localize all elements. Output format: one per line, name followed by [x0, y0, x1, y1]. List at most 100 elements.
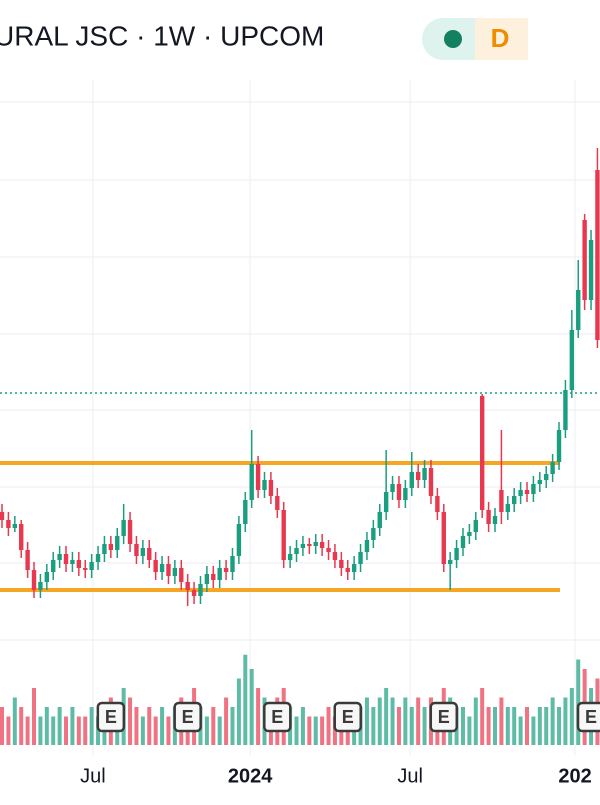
earnings-marker[interactable]: E [263, 701, 292, 733]
candle-body [415, 472, 421, 480]
candle-body [435, 496, 440, 512]
candle-body [307, 544, 312, 546]
volume-bar [531, 716, 536, 745]
chart-title: URAL JSC · 1W · UPCOM [0, 20, 324, 51]
earnings-marker[interactable]: E [429, 701, 459, 733]
earnings-label: E [342, 707, 354, 727]
candle-body [595, 170, 600, 340]
candle-body [441, 512, 446, 564]
status-dot [444, 30, 462, 48]
candle-body [217, 568, 222, 580]
volume-bar [256, 688, 261, 745]
candle-body [447, 560, 453, 564]
candle-body [153, 560, 158, 572]
earnings-box [173, 701, 202, 733]
volume-bar [134, 707, 139, 745]
candle-body [582, 220, 587, 300]
x-tick-label: Jul [397, 765, 423, 787]
candle-body [550, 462, 555, 474]
volume-bar [300, 707, 305, 745]
volume-bar [525, 707, 530, 745]
candle-body [544, 474, 549, 480]
volume-bar [505, 707, 510, 745]
volume-bar [12, 697, 17, 745]
candle-body [115, 536, 120, 550]
volume-bar [313, 716, 318, 745]
volume-bar [460, 707, 465, 745]
candle-body [409, 472, 414, 488]
candle-body [268, 480, 274, 496]
candle-body [172, 568, 178, 576]
candle-body [422, 468, 427, 480]
candle-body [319, 542, 325, 548]
candle-body [76, 560, 82, 568]
volume-bar [166, 716, 171, 745]
volume-bar [32, 688, 37, 745]
volume-bar [153, 716, 158, 745]
candle-body [19, 524, 24, 550]
volume-bar [550, 697, 555, 745]
candle-body [204, 574, 210, 584]
candle-body [57, 554, 62, 560]
volume-bar [518, 716, 523, 745]
candle-body [576, 290, 581, 330]
earnings-label: E [271, 707, 283, 727]
volume-bar [57, 707, 62, 745]
candle-body [467, 532, 472, 536]
candle-body [505, 504, 511, 512]
candle-body [25, 550, 30, 570]
volume-bar [563, 697, 568, 745]
volume-bar [557, 707, 562, 745]
candle-body [518, 490, 523, 496]
volume-bar [76, 716, 81, 745]
volume-bar [38, 716, 43, 745]
candle-body [12, 524, 18, 528]
earnings-marker[interactable]: E [96, 701, 126, 733]
volume-bar [473, 697, 478, 745]
earnings-box [429, 701, 459, 733]
volume-bar [537, 707, 542, 745]
volume-bar [384, 688, 389, 745]
candle-body [102, 544, 107, 554]
earnings-marker[interactable]: E [173, 701, 202, 733]
volume-bar [243, 654, 248, 745]
volume-bar [326, 707, 331, 745]
candle-body [383, 492, 389, 512]
grid [0, 101, 600, 641]
candle-body [486, 510, 491, 524]
earnings-box [263, 701, 292, 733]
candle-body [537, 480, 543, 484]
candle-body [275, 496, 280, 510]
volume-bar [83, 716, 88, 745]
earnings-marker[interactable]: E [576, 701, 600, 733]
volume-bar [217, 716, 222, 745]
earnings-marker[interactable]: E [333, 701, 362, 733]
candle-body [492, 516, 498, 524]
volume-bar [19, 707, 24, 745]
candle-body [364, 540, 370, 552]
candle-body [351, 564, 357, 572]
candle-body [499, 490, 504, 512]
candle-body [339, 560, 344, 568]
candle-body [345, 568, 350, 572]
candle-body [147, 548, 152, 560]
candle-body [262, 480, 267, 490]
volume-bar [25, 716, 30, 745]
candle-body [6, 520, 11, 528]
volume-bar [307, 716, 312, 745]
earnings-box [333, 701, 362, 733]
candle-body [428, 468, 434, 496]
candle-body [249, 464, 254, 500]
interval-badge[interactable]: D [422, 18, 528, 60]
volume-bar [249, 669, 254, 745]
volume-bar [320, 716, 325, 745]
candle-body [89, 562, 94, 570]
candle-body [255, 464, 261, 490]
candle-body [38, 582, 43, 590]
volume-bar [486, 707, 491, 745]
volume-bar [480, 688, 485, 745]
badge-label: D [491, 23, 510, 53]
candle-body [223, 568, 229, 572]
candle-body [185, 582, 190, 590]
